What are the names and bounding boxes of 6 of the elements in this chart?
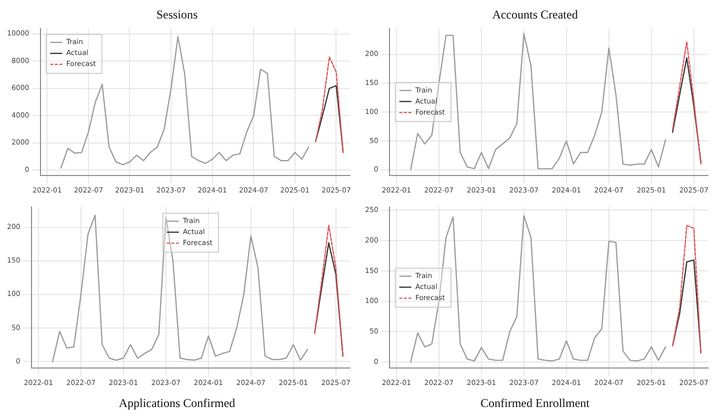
chart-title: Accounts Created (492, 7, 578, 22)
chart-title: Sessions (156, 7, 198, 22)
line-series (314, 56, 344, 154)
line-series (672, 224, 702, 354)
text: Applications Confirmed (118, 396, 236, 410)
text: Confirmed Enrollment (480, 396, 590, 410)
